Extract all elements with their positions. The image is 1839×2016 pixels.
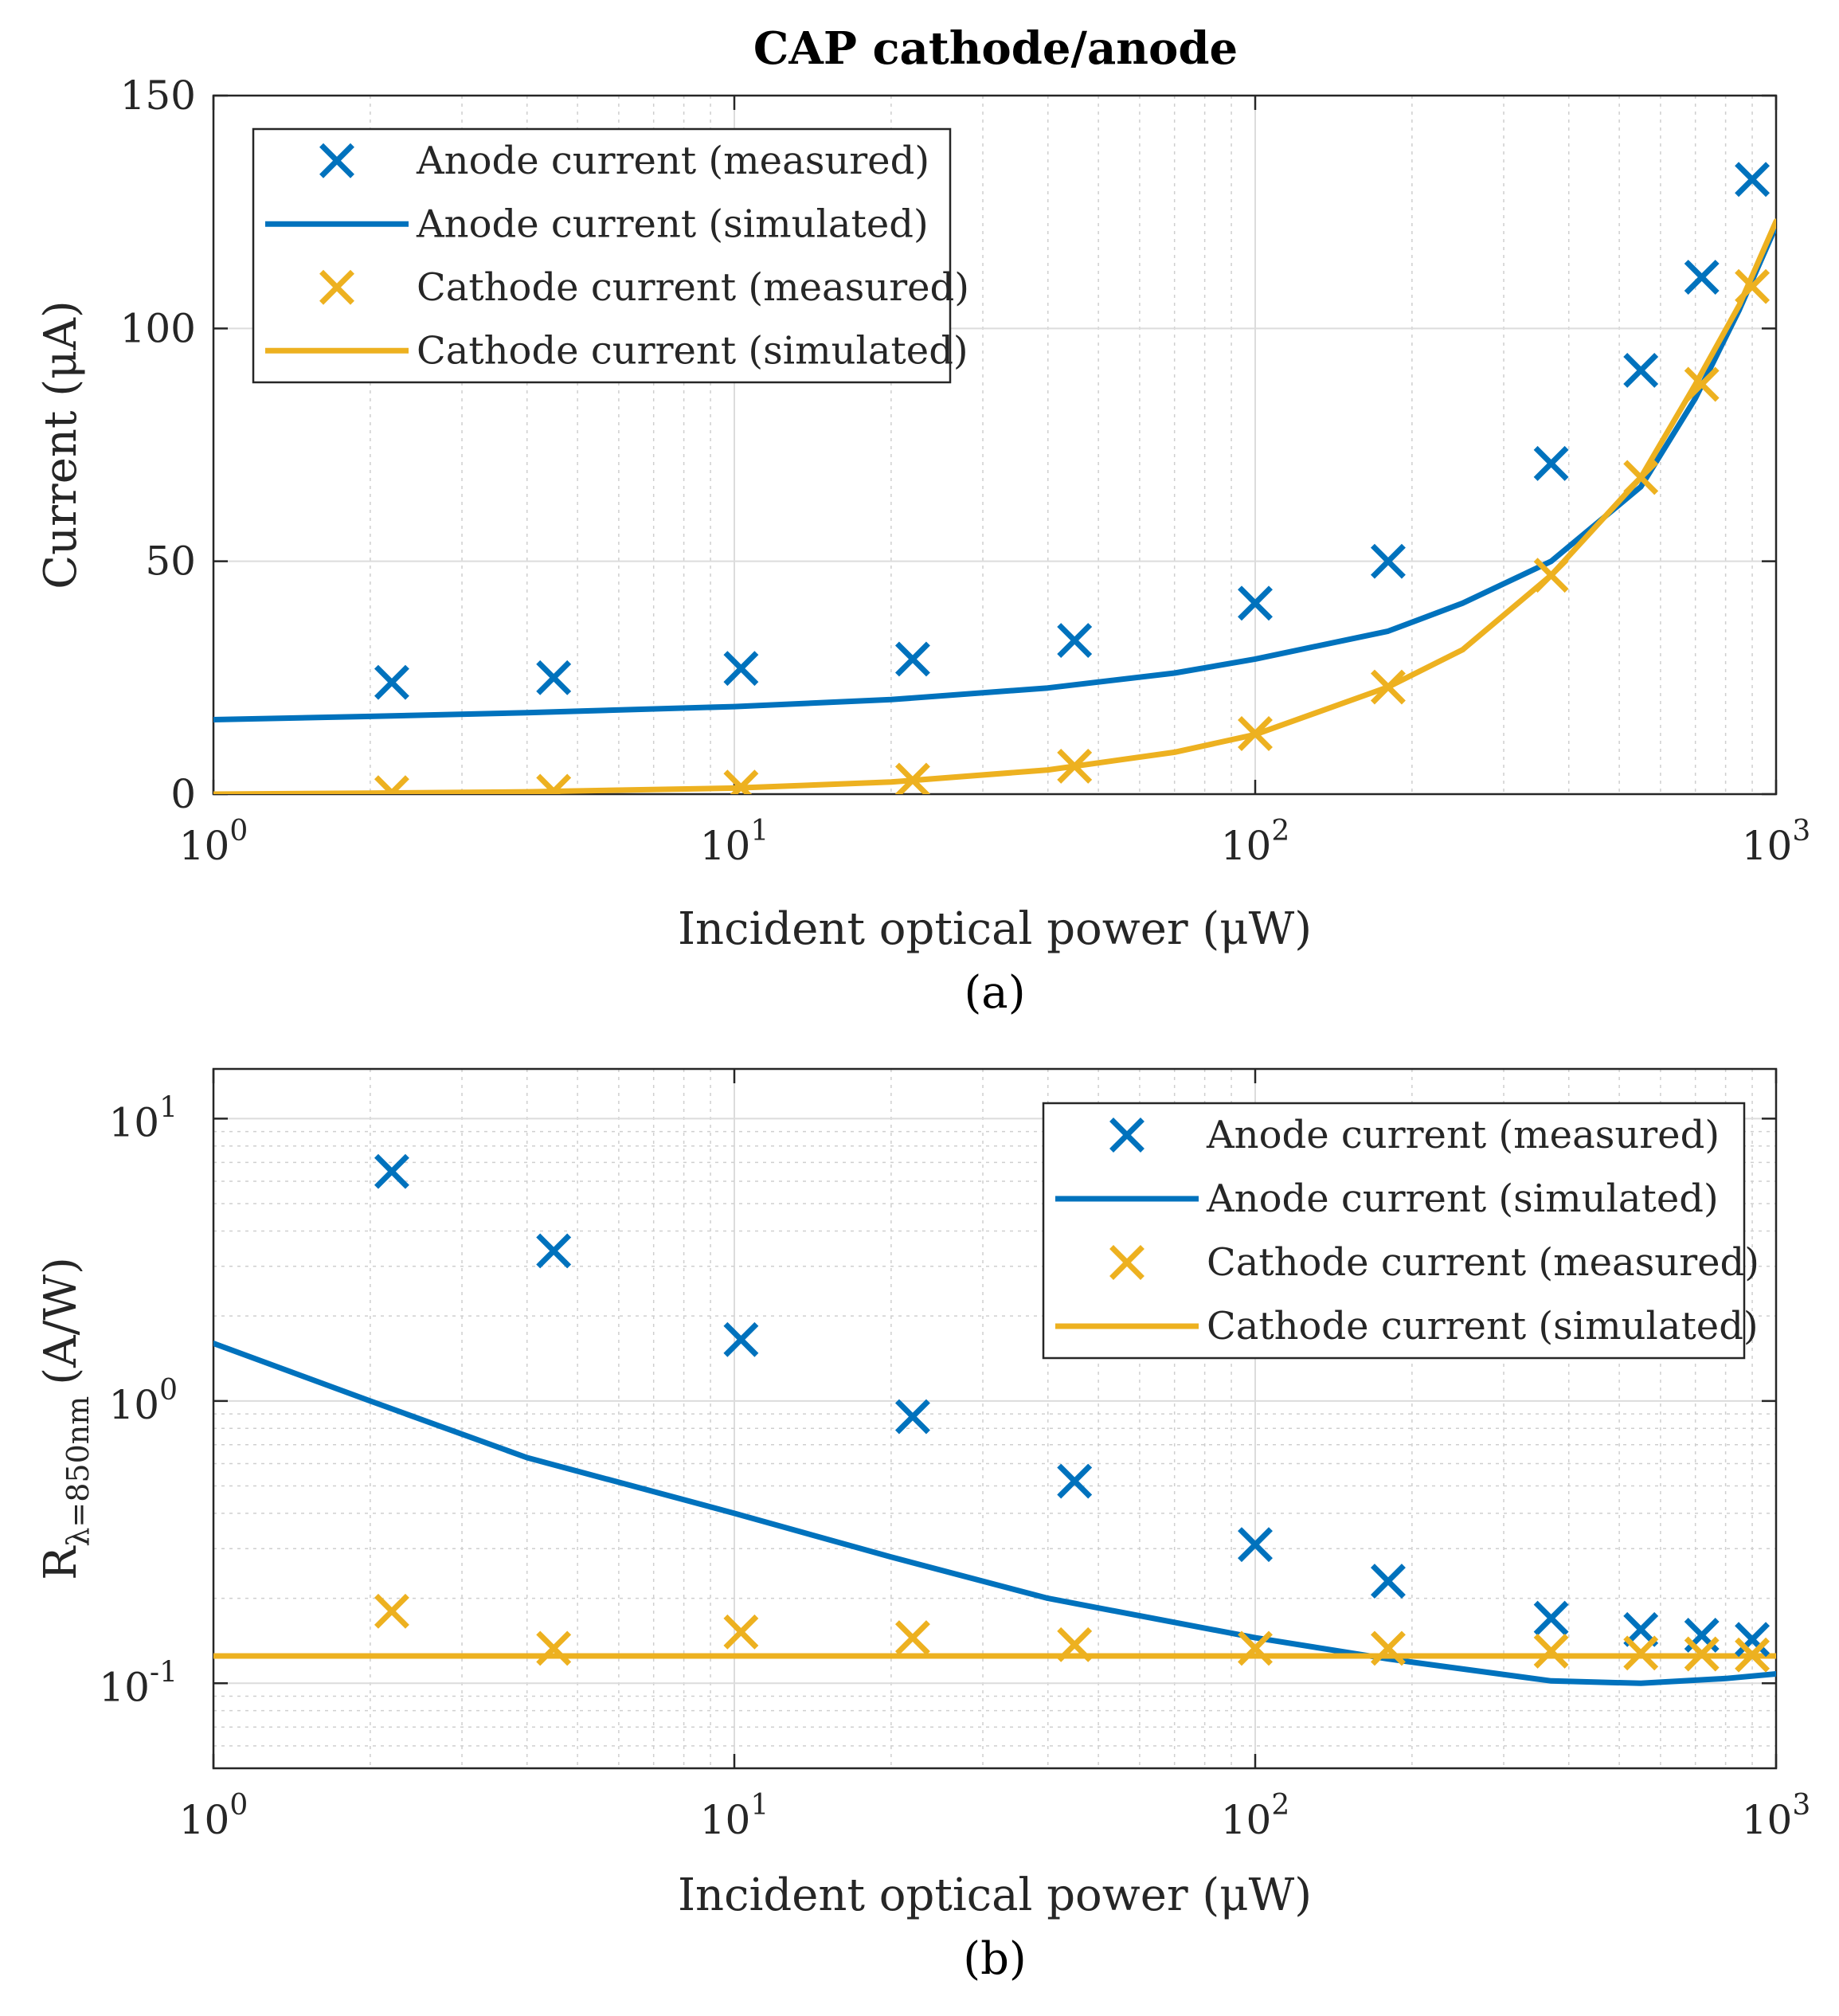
chart-panel-a: 100 101 102 103 0 50 100 150 Incident optical po… <box>35 72 1810 1019</box>
series-line-anode-current-simulated <box>213 223 1776 722</box>
x-tick-label: 103 <box>1742 1789 1811 1843</box>
cathode-measured-point <box>723 769 759 794</box>
legend: Anode current (measured) Anode current (s… <box>1042 1102 1759 1360</box>
cathode-measured-point <box>1735 268 1771 304</box>
cathode-measured-point <box>1371 1630 1406 1666</box>
plot-series <box>213 1153 1776 1686</box>
cathode-measured-point <box>894 1620 930 1656</box>
anode-measured-point <box>1684 260 1720 295</box>
anode-measured-point <box>374 664 409 700</box>
anode-measured-point <box>1057 1463 1093 1499</box>
cathode-measured-point <box>723 1614 759 1650</box>
x-tick-label: 103 <box>1742 815 1811 869</box>
y-tick-label: 0 <box>170 771 196 817</box>
panel-caption: (b) <box>963 1933 1027 1985</box>
legend-entry-label: Anode current (measured) <box>1206 1113 1720 1157</box>
figure-title: CAP cathode/anode <box>753 22 1238 75</box>
cathode-measured-point <box>1057 1627 1093 1662</box>
anode-measured-point <box>536 660 572 695</box>
anode-measured-point <box>1533 1600 1569 1636</box>
anode-measured-point <box>1623 1611 1659 1647</box>
anode-measured-point <box>1735 162 1771 198</box>
x-tick-label: 102 <box>1221 815 1290 869</box>
legend-entry-label: Cathode current (simulated) <box>1207 1304 1759 1349</box>
legend-entry-label: Cathode current (measured) <box>417 265 969 310</box>
anode-measured-point <box>1238 585 1273 621</box>
panel-caption: (a) <box>964 967 1025 1019</box>
legend-marker-icon <box>1109 1245 1144 1280</box>
anode-measured-point <box>1623 353 1659 388</box>
legend-marker-icon <box>1109 1118 1144 1153</box>
anode-measured-point <box>1371 543 1406 579</box>
y-tick-label: 101 <box>108 1091 178 1145</box>
cathode-measured-point <box>1623 1635 1659 1671</box>
x-tick-label: 101 <box>700 1789 769 1843</box>
x-tick-label: 100 <box>179 815 248 869</box>
anode-measured-point <box>536 1233 572 1269</box>
plot-series <box>213 162 1776 794</box>
y-axis-label: Rλ=850nm(A/W) <box>35 1257 96 1580</box>
y-tick-label: 10-1 <box>99 1656 178 1710</box>
cathode-measured-point <box>1735 1637 1771 1673</box>
x-axis-label: Incident optical power (μW) <box>678 1869 1312 1921</box>
series-line-anode-current-simulated <box>213 1341 1776 1686</box>
anode-measured-point <box>1057 623 1093 659</box>
cathode-measured-point <box>1533 558 1569 593</box>
cathode-measured-point <box>894 762 930 794</box>
anode-measured-point <box>894 1399 930 1435</box>
legend-marker-icon <box>319 143 354 178</box>
cathode-measured-point <box>374 775 409 794</box>
anode-measured-point <box>894 641 930 677</box>
cathode-measured-point <box>1238 716 1273 751</box>
plot-area-frame <box>212 94 1778 796</box>
anode-measured-point <box>723 1321 759 1357</box>
legend: Anode current (measured) Anode current (s… <box>252 127 969 384</box>
legend-entry-label: Anode current (measured) <box>416 139 929 183</box>
anode-measured-point <box>374 1153 409 1189</box>
x-tick-label: 102 <box>1221 1789 1290 1843</box>
legend-entry-label: Cathode current (simulated) <box>417 328 968 373</box>
legend-entry-label: Cathode current (measured) <box>1207 1240 1759 1285</box>
x-tick-label: 100 <box>179 1789 248 1843</box>
legend-entry-label: Anode current (simulated) <box>416 202 929 246</box>
cathode-measured-point <box>1684 366 1720 402</box>
anode-measured-point <box>723 651 759 687</box>
cathode-measured-point <box>1684 1636 1720 1672</box>
cathode-measured-point <box>1057 748 1093 784</box>
y-tick-label: 100 <box>120 305 196 351</box>
cathode-measured-point <box>536 1630 572 1666</box>
x-axis-label: Incident optical power (μW) <box>678 903 1312 955</box>
y-tick-label: 50 <box>145 538 196 585</box>
cathode-measured-point <box>1533 1633 1569 1669</box>
legend-marker-icon <box>319 269 354 305</box>
chart-panel-b: 100 101 102 103 10-1 100 101 Incident optical p… <box>35 1067 1811 1985</box>
plot-area-frame <box>212 1067 1778 1770</box>
cathode-measured-point <box>536 773 572 794</box>
y-tick-label: 100 <box>108 1374 178 1428</box>
anode-measured-point <box>1238 1527 1273 1563</box>
anode-measured-point <box>1533 445 1569 481</box>
cathode-measured-point <box>1623 460 1659 495</box>
anode-measured-point <box>1371 1564 1406 1599</box>
cathode-measured-point <box>374 1593 409 1629</box>
legend-box <box>252 127 952 384</box>
legend-box <box>1042 1102 1746 1360</box>
y-axis-label: Current (μA) <box>35 300 87 589</box>
y-tick-label: 150 <box>120 72 196 119</box>
x-tick-label: 101 <box>700 815 769 869</box>
cathode-measured-point <box>1371 669 1406 705</box>
cathode-measured-point <box>1238 1630 1273 1666</box>
legend-entry-label: Anode current (simulated) <box>1206 1176 1719 1221</box>
